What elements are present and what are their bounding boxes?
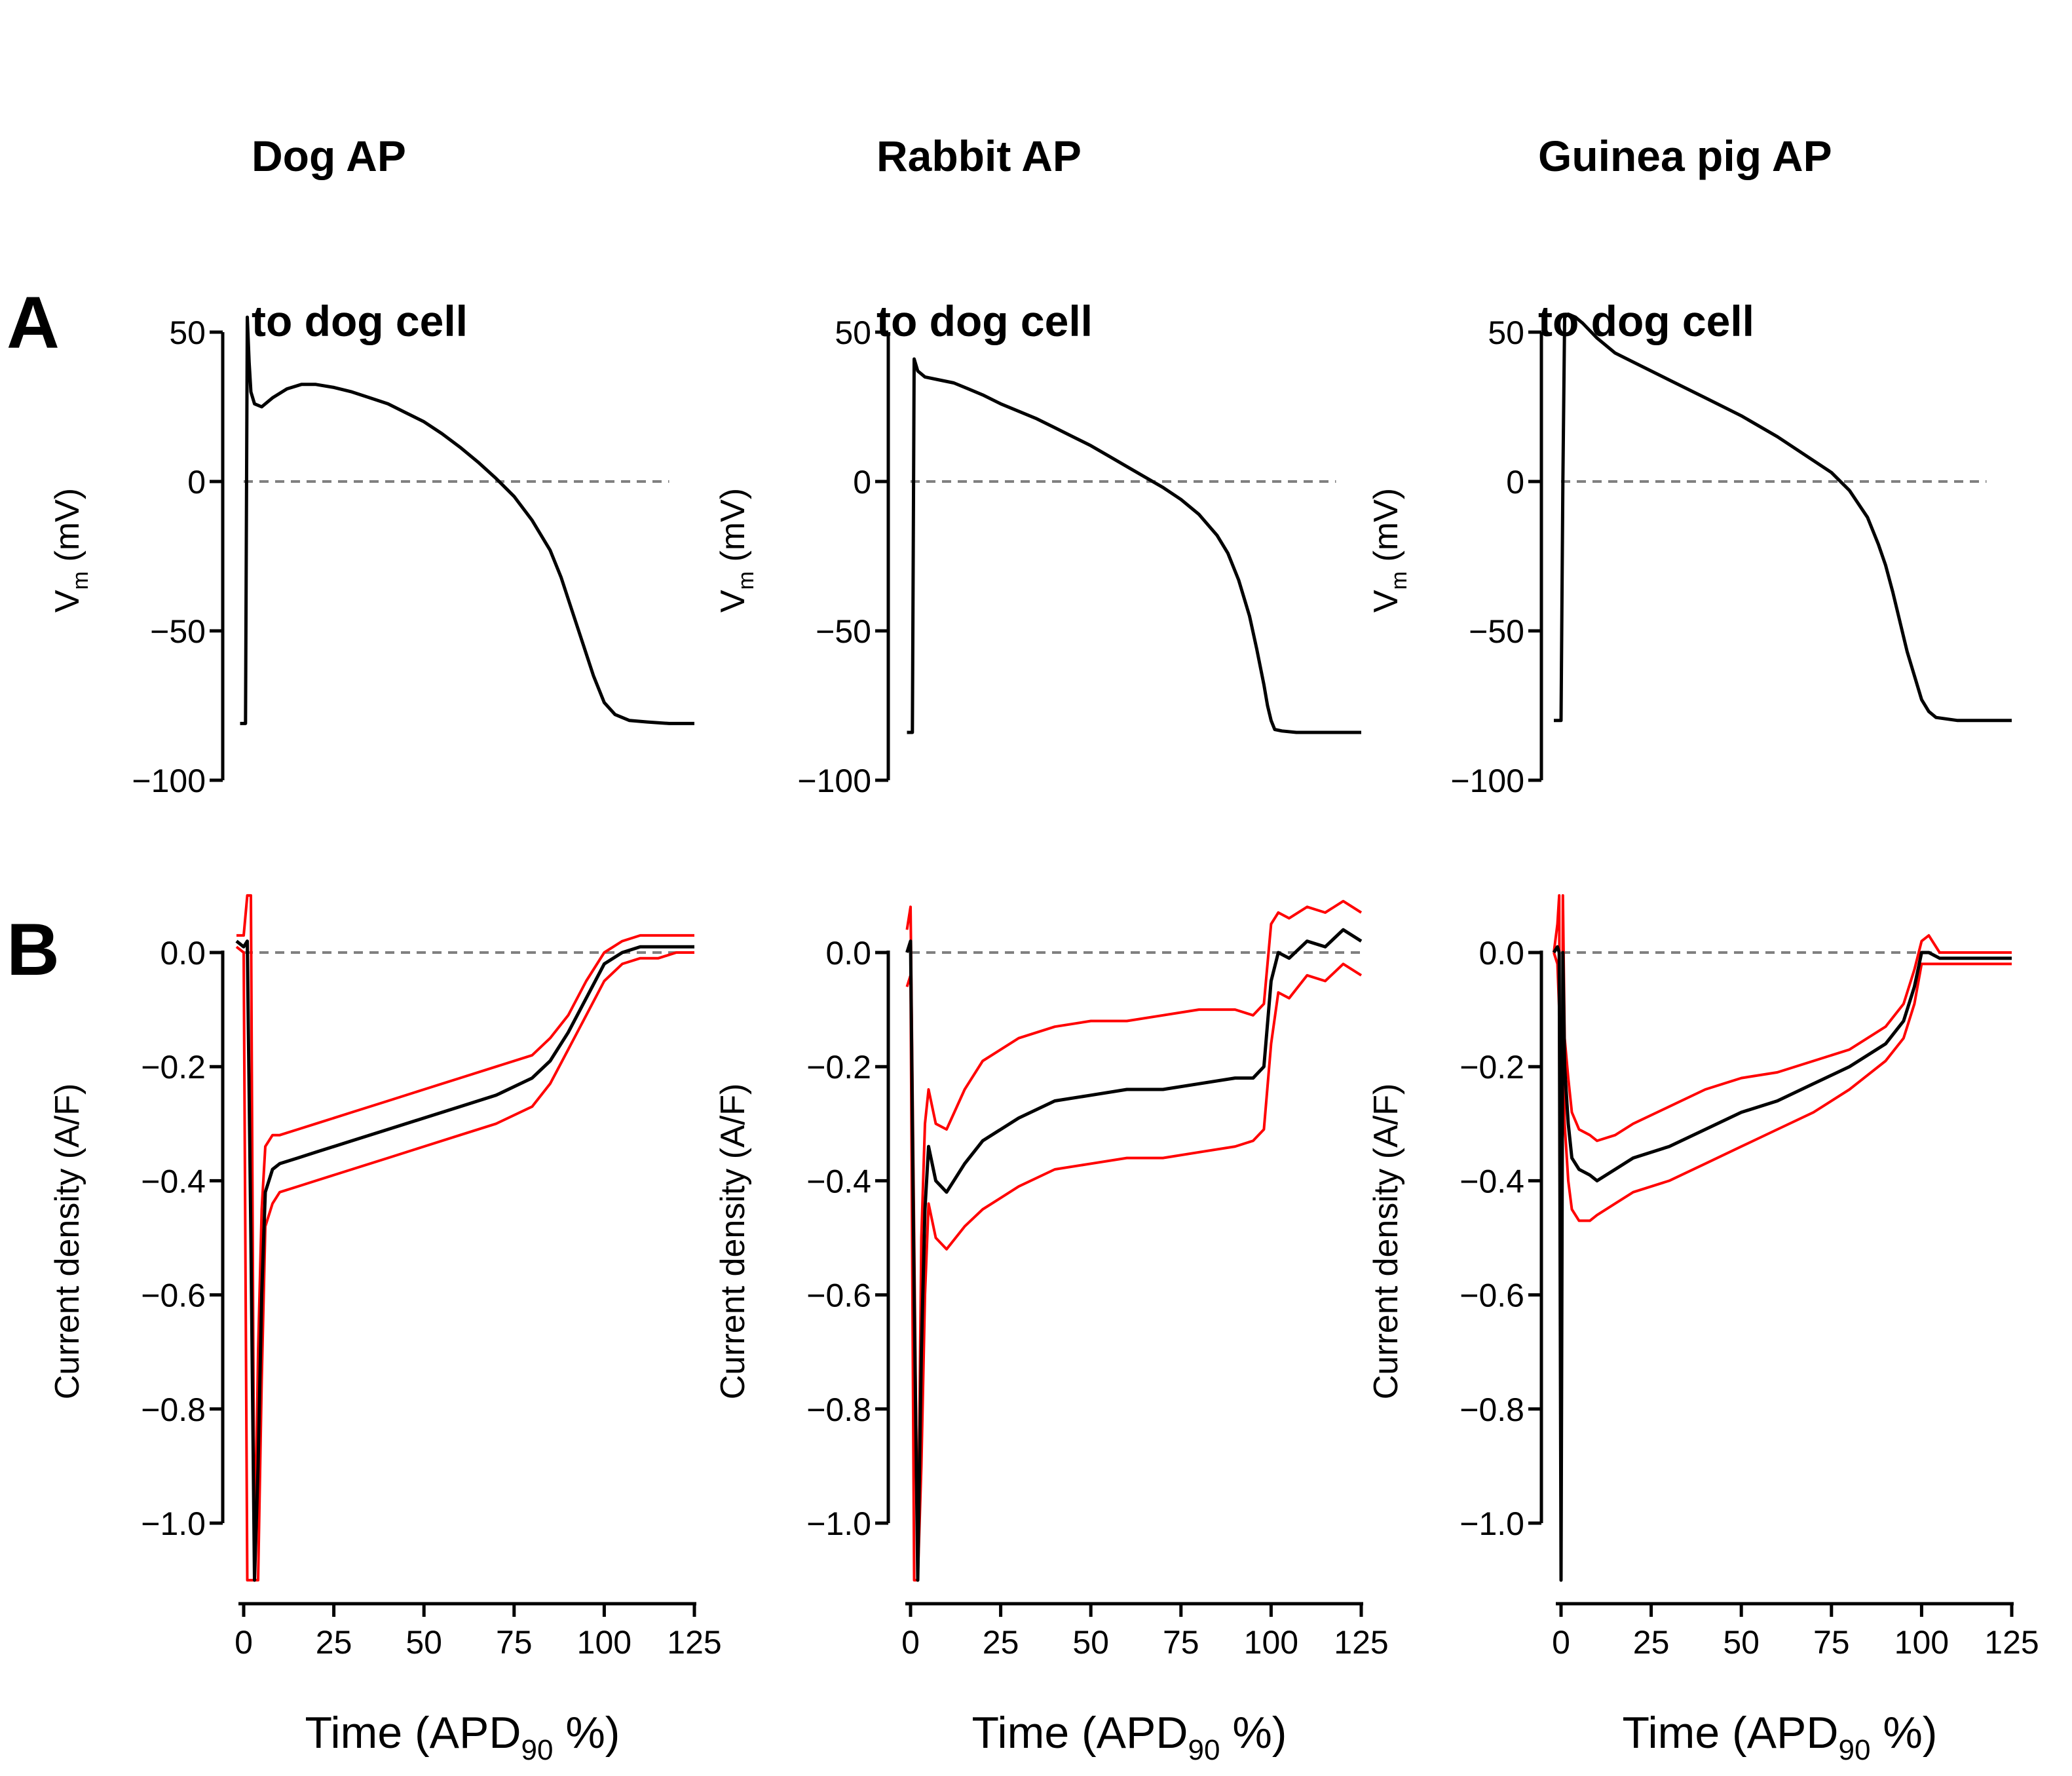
panel-a-rabbit-ylabel: Vm (mV) bbox=[714, 488, 759, 613]
panel-a-guinea-pig-ylabel: Vm (mV) bbox=[1367, 488, 1412, 613]
panel-b-dog-sem-upper bbox=[236, 894, 694, 1582]
panel-a-rabbit-ytick-label: 0 bbox=[853, 464, 871, 501]
panel-b-guinea-pig-sem-lower bbox=[1553, 952, 2012, 1582]
panel-a-dog-ap-trace bbox=[240, 315, 694, 725]
panel-b-rabbit-mean-trace bbox=[905, 928, 1363, 1582]
panel-b-guinea-pig-xtick-label: 25 bbox=[1633, 1624, 1670, 1661]
panel-b-dog-ytick-label: −1.0 bbox=[141, 1505, 206, 1542]
panel-a-dog-ytick-label: −100 bbox=[132, 763, 206, 799]
column-title-dog: Dog AP to dog cell bbox=[252, 18, 468, 404]
panel-a-rabbit-ytick-label: −50 bbox=[816, 613, 871, 650]
panel-a-dog-ytick-label: 50 bbox=[169, 314, 206, 351]
panel-b-guinea-pig-sem-upper bbox=[1553, 894, 2012, 1582]
panel-b-rabbit-ytick-label: −0.2 bbox=[806, 1049, 871, 1086]
panel-b-dog-xtick-label: 50 bbox=[405, 1624, 442, 1661]
panel-b-dog-ylabel: Current density (A/F) bbox=[48, 1084, 86, 1400]
panel-b-rabbit-xlabel: Time (APD90 %) bbox=[972, 1708, 1287, 1766]
panel-b-dog-ytick-label: 0.0 bbox=[160, 935, 206, 972]
panel-b-rabbit-xtick-label: 125 bbox=[1334, 1624, 1388, 1661]
panel-b-dog-xtick-label: 75 bbox=[496, 1624, 533, 1661]
column-title-guinea-pig-line2: to dog cell bbox=[1538, 297, 1754, 345]
panel-b-rabbit-sem-lower bbox=[905, 962, 1363, 1582]
panel-b-rabbit-xtick-label: 100 bbox=[1244, 1624, 1298, 1661]
panel-b-dog-ytick-label: −0.8 bbox=[141, 1391, 206, 1428]
panel-b-dog-ytick-label: −0.2 bbox=[141, 1049, 206, 1086]
panel-b-dog-xlabel: Time (APD90 %) bbox=[305, 1708, 620, 1766]
panel-b-guinea-pig-mean-trace bbox=[1552, 945, 2012, 1582]
panel-b-guinea-pig-xtick-label: 0 bbox=[1552, 1624, 1570, 1661]
column-title-guinea-pig-line1: Guinea pig AP bbox=[1538, 132, 1832, 180]
panel-b-rabbit-xtick-label: 75 bbox=[1163, 1624, 1199, 1661]
panel-a-dog-ylabel: Vm (mV) bbox=[48, 488, 93, 613]
panel-a-guinea-pig-ytick-label: −50 bbox=[1469, 613, 1524, 650]
panel-a-rabbit-ytick-label: −100 bbox=[797, 763, 871, 799]
panel-b-guinea-pig-ylabel: Current density (A/F) bbox=[1367, 1084, 1405, 1400]
panel-b-rabbit-ytick-label: −0.8 bbox=[806, 1391, 871, 1428]
panel-a-guinea-pig-ap-trace bbox=[1554, 312, 2012, 723]
column-title-rabbit: Rabbit AP to dog cell bbox=[876, 18, 1093, 404]
panel-b-rabbit-sem-upper bbox=[905, 899, 1363, 1582]
panel-b-dog-ytick-label: −0.4 bbox=[141, 1163, 206, 1200]
panel-b-rabbit-xtick-label: 50 bbox=[1072, 1624, 1109, 1661]
column-title-rabbit-line2: to dog cell bbox=[876, 297, 1093, 345]
column-title-guinea-pig: Guinea pig AP to dog cell bbox=[1538, 18, 1832, 404]
panel-a-guinea-pig-ytick-label: 0 bbox=[1506, 464, 1524, 501]
panel-a-rabbit-ytick-label: 50 bbox=[835, 314, 871, 351]
column-title-dog-line2: to dog cell bbox=[252, 297, 468, 345]
panel-b-guinea-pig-xtick-label: 50 bbox=[1723, 1624, 1760, 1661]
panel-b-guinea-pig-xtick-label: 75 bbox=[1813, 1624, 1850, 1661]
panel-b-guinea-pig-xlabel: Time (APD90 %) bbox=[1623, 1708, 1938, 1766]
panel-b-guinea-pig-ytick-label: −0.6 bbox=[1460, 1277, 1524, 1314]
panel-b-guinea-pig-xtick-label: 100 bbox=[1894, 1624, 1949, 1661]
panel-b-guinea-pig-ytick-label: 0.0 bbox=[1479, 935, 1524, 972]
panel-a-dog-ytick-label: −50 bbox=[150, 613, 206, 650]
panel-a-dog-ytick-label: 0 bbox=[187, 464, 206, 501]
panel-a-rabbit-ap-trace bbox=[907, 357, 1361, 734]
panel-b-dog-sem-lower bbox=[235, 945, 694, 1582]
panel-b-rabbit-ytick-label: −0.6 bbox=[806, 1277, 871, 1314]
panel-label-a: A bbox=[7, 282, 60, 364]
column-title-rabbit-line1: Rabbit AP bbox=[876, 132, 1082, 180]
panel-b-rabbit-ytick-label: −1.0 bbox=[806, 1505, 871, 1542]
panel-b-rabbit-ytick-label: −0.4 bbox=[806, 1163, 871, 1200]
panel-b-dog-xtick-label: 25 bbox=[316, 1624, 352, 1661]
panel-b-guinea-pig-ytick-label: −0.2 bbox=[1460, 1049, 1524, 1086]
panel-b-guinea-pig-ytick-label: −0.4 bbox=[1460, 1163, 1524, 1200]
panel-b-rabbit-xtick-label: 25 bbox=[983, 1624, 1019, 1661]
panel-b-dog-ytick-label: −0.6 bbox=[141, 1277, 206, 1314]
panel-b-guinea-pig-xtick-label: 125 bbox=[1984, 1624, 2039, 1661]
panel-a-guinea-pig-ytick-label: 50 bbox=[1488, 314, 1524, 351]
panel-b-dog-mean-trace bbox=[235, 939, 694, 1582]
panel-b-rabbit-ytick-label: 0.0 bbox=[825, 935, 871, 972]
panel-b-dog-xtick-label: 0 bbox=[235, 1624, 253, 1661]
panel-label-b: B bbox=[7, 909, 60, 991]
panel-b-guinea-pig-ytick-label: −1.0 bbox=[1460, 1505, 1524, 1542]
panel-b-guinea-pig-ytick-label: −0.8 bbox=[1460, 1391, 1524, 1428]
panel-b-dog-xtick-label: 125 bbox=[667, 1624, 721, 1661]
panel-b-rabbit-ylabel: Current density (A/F) bbox=[714, 1084, 752, 1400]
panel-a-guinea-pig-ytick-label: −100 bbox=[1450, 763, 1524, 799]
column-title-dog-line1: Dog AP bbox=[252, 132, 406, 180]
panel-b-dog-xtick-label: 100 bbox=[577, 1624, 631, 1661]
panel-b-rabbit-xtick-label: 0 bbox=[901, 1624, 920, 1661]
